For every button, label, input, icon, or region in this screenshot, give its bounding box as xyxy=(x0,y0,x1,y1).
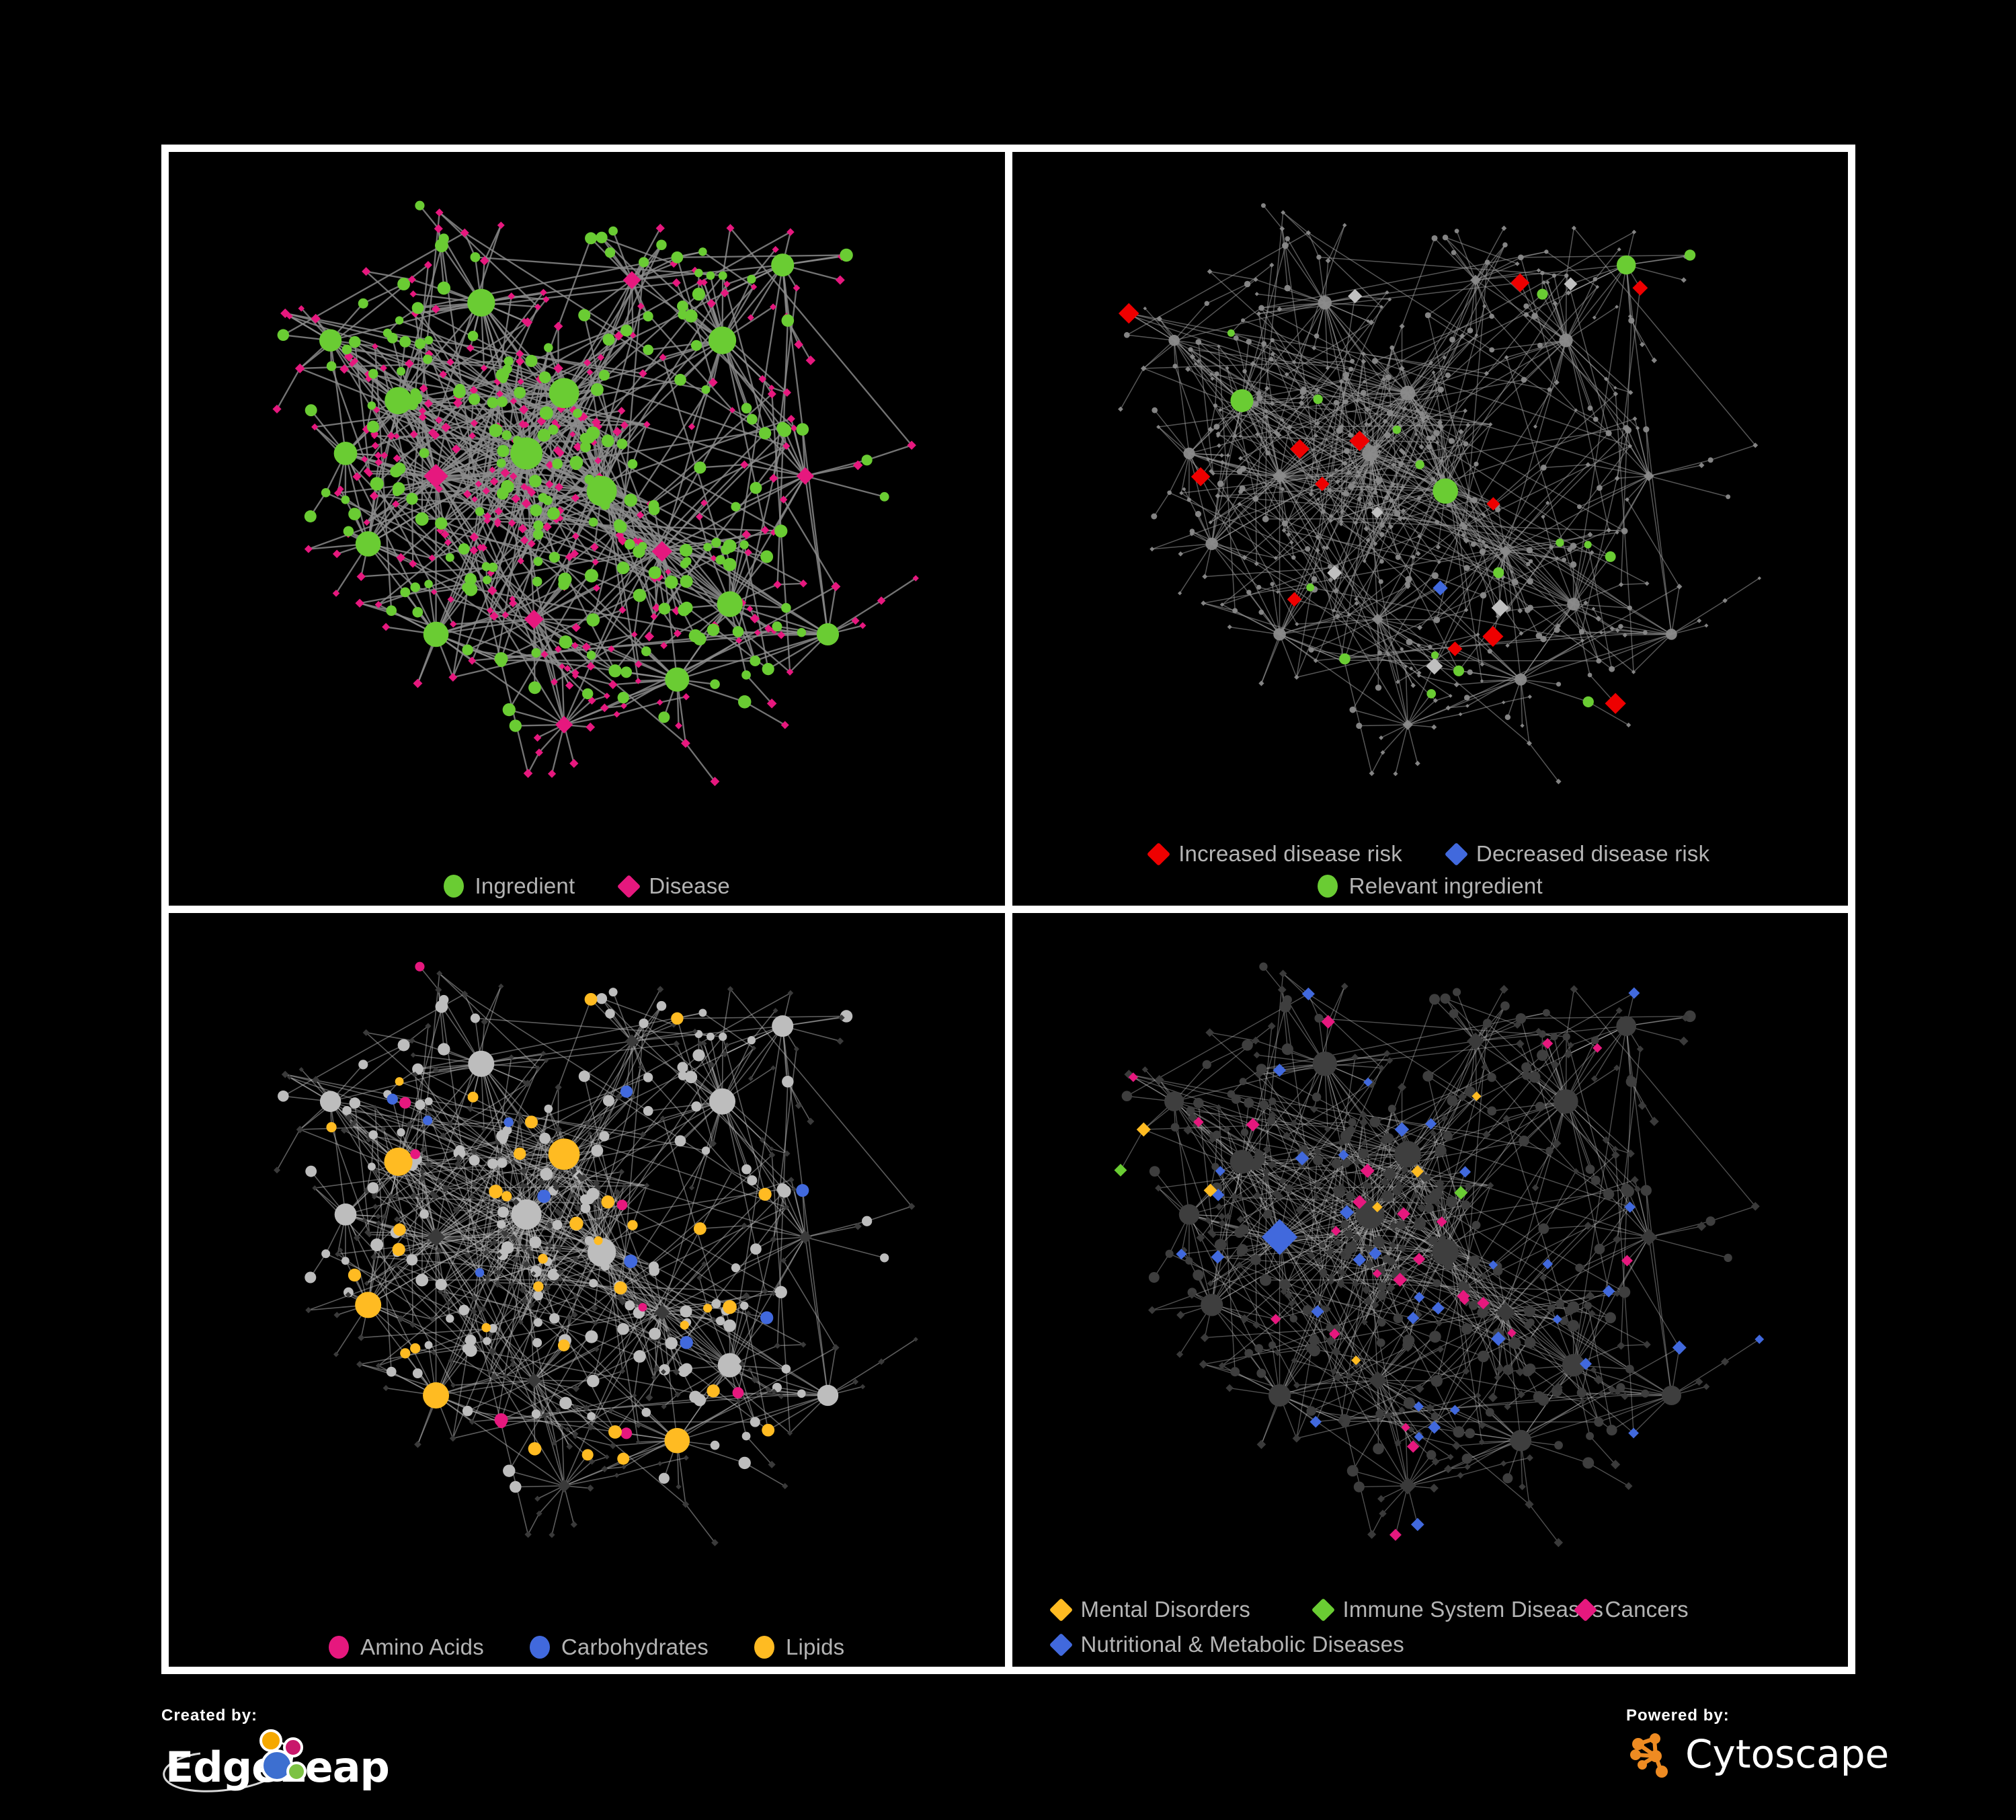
panel-disease-class[interactable]: Mental Disorders Immune System Diseases … xyxy=(1012,913,1849,1667)
network-graph-disease-risk[interactable] xyxy=(1012,152,1849,906)
edgeleap-node-green xyxy=(286,1762,307,1782)
network-svg-2[interactable] xyxy=(1012,152,1849,906)
panel-grid: Ingredient Disease Increased disease ris… xyxy=(161,145,1855,1674)
panel-ingredient-disease[interactable]: Ingredient Disease xyxy=(169,152,1005,906)
panel-ingredient-class[interactable]: Amino Acids Carbohydrates Lipids xyxy=(169,913,1005,1667)
network-svg-3[interactable] xyxy=(169,913,1005,1667)
cytoscape-network-icon xyxy=(1630,1733,1668,1778)
panel-disease-risk[interactable]: Increased disease risk Decreased disease… xyxy=(1012,152,1849,906)
created-by-label: Created by: xyxy=(161,1706,258,1725)
powered-by-label: Powered by: xyxy=(1626,1706,1730,1725)
network-graph-disease-class[interactable] xyxy=(1012,913,1849,1667)
created-by-branding: Created by: EdgeLeap xyxy=(161,1706,632,1814)
network-svg-4[interactable] xyxy=(1012,913,1849,1667)
cytoscape-wordmark: Cytoscape xyxy=(1685,1731,1890,1777)
powered-by-branding: Powered by: xyxy=(1626,1706,1935,1814)
cytoscape-logo-row: Cytoscape xyxy=(1626,1729,1935,1779)
network-graph-ingredient-class[interactable] xyxy=(169,913,1005,1667)
edgeleap-logo: EdgeLeap xyxy=(161,1728,390,1802)
network-graph-ingredient-disease[interactable] xyxy=(169,152,1005,906)
edgeleap-node-pink xyxy=(283,1737,303,1757)
edgeleap-node-orange xyxy=(259,1729,282,1752)
network-svg-1[interactable] xyxy=(169,152,1005,906)
